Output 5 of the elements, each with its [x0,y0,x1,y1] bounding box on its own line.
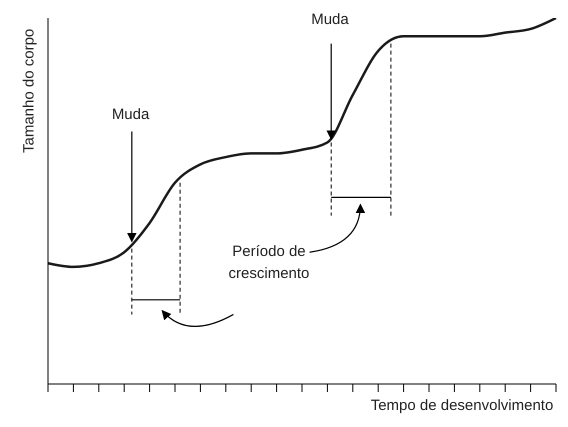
annotation: Muda [112,106,150,123]
x-axis-title: Tempo de desenvolvimento [370,397,554,414]
annotation: Período de crescimento [228,242,310,284]
annotation: Muda [311,10,349,28]
y-axis-title: Tamanho do corpo [20,28,38,153]
